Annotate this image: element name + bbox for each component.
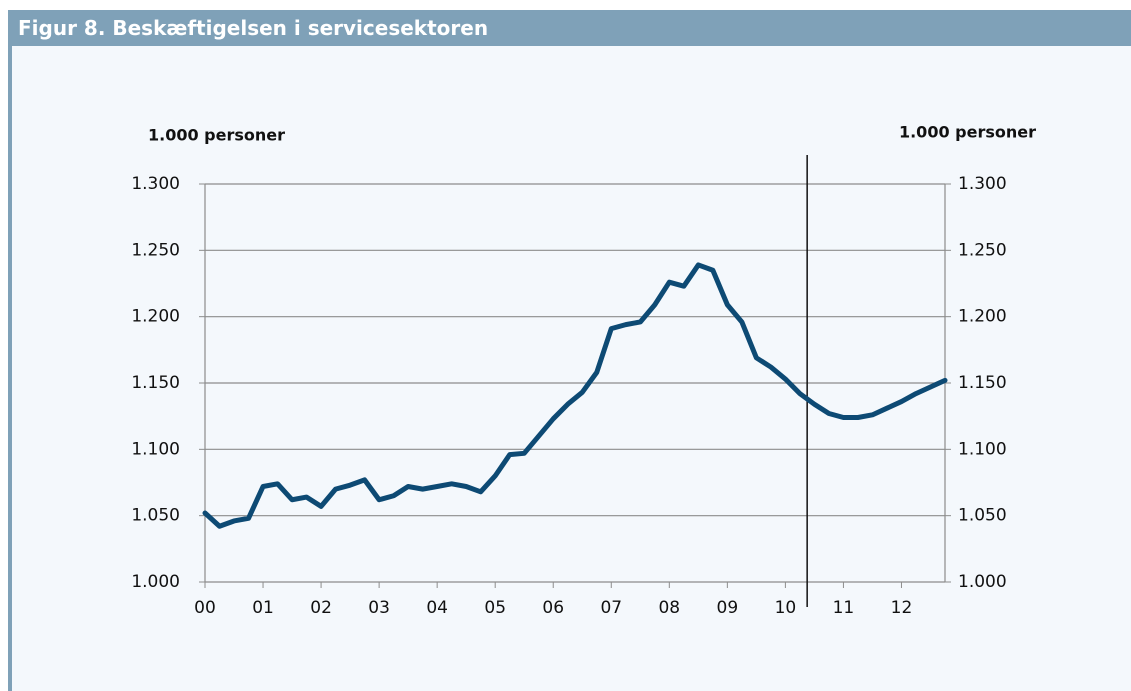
y-tick-label: 1.200: [131, 307, 180, 327]
x-tick-label: 12: [891, 598, 913, 618]
y2-tick-label: 1.050: [958, 506, 1007, 526]
x-tick-label: 00: [194, 598, 216, 618]
x-tick-label: 10: [775, 598, 797, 618]
y-tick-label: 1.250: [131, 240, 180, 260]
x-tick-label: 05: [484, 598, 506, 618]
x-tick-label: 08: [658, 598, 680, 618]
y-tick-label: 1.100: [131, 439, 180, 459]
y2-tick-label: 1.150: [958, 373, 1007, 393]
y2-tick-label: 1.100: [958, 439, 1007, 459]
y-tick-label: 1.050: [131, 506, 180, 526]
x-tick-label: 01: [252, 598, 274, 618]
x-tick-label: 07: [600, 598, 622, 618]
y2-tick-label: 1.200: [958, 307, 1007, 327]
x-tick-label: 09: [717, 598, 739, 618]
y2-tick-label: 1.300: [958, 174, 1007, 194]
y2-axis-label: 1.000 personer: [899, 123, 1036, 142]
y-tick-label: 1.000: [131, 572, 180, 592]
x-tick-label: 06: [542, 598, 564, 618]
y-tick-label: 1.150: [131, 373, 180, 393]
x-tick-label: 02: [310, 598, 332, 618]
y2-tick-label: 1.250: [958, 240, 1007, 260]
x-tick-label: 11: [833, 598, 855, 618]
y2-tick-label: 1.000: [958, 572, 1007, 592]
y-tick-label: 1.300: [131, 174, 180, 194]
chart-panel: [8, 46, 1131, 691]
chart-title: Figur 8. Beskæftigelsen i servicesektore…: [8, 10, 1131, 46]
x-tick-label: 03: [368, 598, 390, 618]
line-series: [202, 262, 948, 529]
y-axis-label: 1.000 personer: [148, 126, 285, 145]
x-tick-label: 04: [426, 598, 448, 618]
